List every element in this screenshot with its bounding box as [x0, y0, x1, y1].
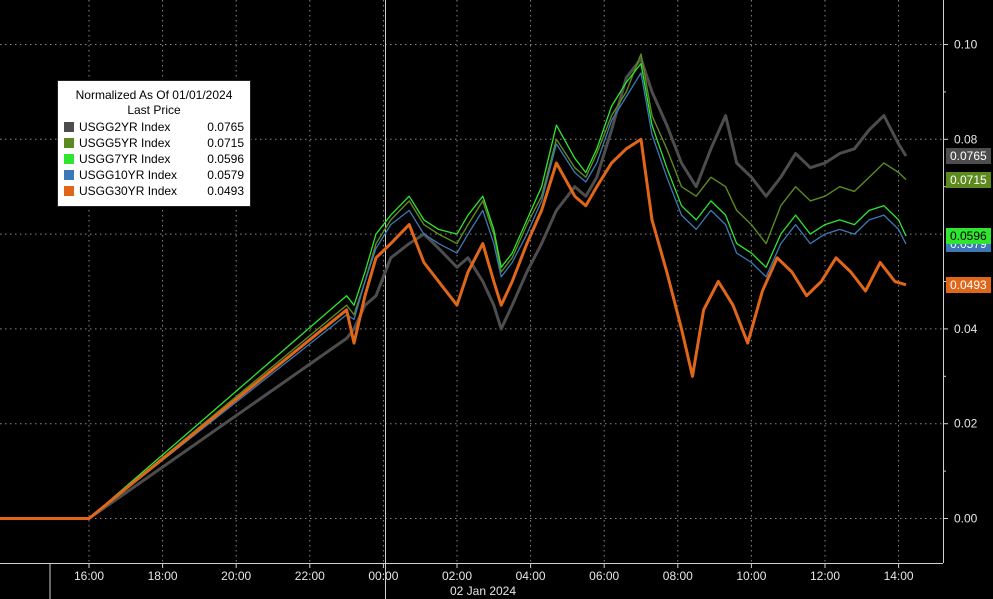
legend-last-value: 0.0765: [207, 120, 244, 134]
last-value-tag: 0.0493: [946, 276, 991, 293]
y-tick-label: 0.02: [954, 417, 978, 431]
legend-series-name: USGG2YR Index: [79, 120, 171, 134]
legend-item: USGG5YR Index 0.0715: [64, 135, 244, 151]
legend-item: USGG7YR Index 0.0596: [64, 151, 244, 167]
y-tick-label: 0.00: [954, 512, 978, 526]
legend-item: USGG30YR Index 0.0493: [64, 183, 244, 199]
legend-swatch: [64, 122, 74, 132]
x-tick-label: 02:00: [442, 569, 472, 583]
x-tick-label: 22:00: [295, 569, 325, 583]
legend-item: USGG2YR Index 0.0765: [64, 119, 244, 135]
legend-swatch: [64, 138, 74, 148]
legend-title: Normalized As Of 01/01/2024: [75, 88, 233, 102]
last-value-tag: 0.0596: [946, 227, 991, 244]
legend-swatch: [64, 186, 74, 196]
series-line-usgg5yr: [0, 53, 907, 520]
legend-subtitle: Last Price: [127, 103, 181, 117]
legend-series-name: USGG30YR Index: [79, 184, 178, 198]
legend-rows: USGG2YR Index 0.0765 USGG5YR Index 0.0715 US…: [64, 119, 244, 199]
y-tick-label: 0.08: [954, 132, 978, 146]
last-value-tag: 0.0765: [946, 147, 991, 164]
legend-box: Normalized As Of 01/01/2024 Last Price U…: [57, 80, 251, 207]
last-value-tag: 0.0715: [946, 171, 991, 188]
x-tick-labels: 16:00 18:00 20:00 22:00 00:00 02:00 04:00 06:00…: [74, 569, 914, 583]
axes: [0, 0, 948, 599]
legend-swatch: [64, 154, 74, 164]
legend-series-name: USGG5YR Index: [79, 136, 171, 150]
legend-last-value: 0.0596: [207, 152, 244, 166]
legend-last-value: 0.0579: [207, 168, 244, 182]
grid-lines: [0, 0, 943, 563]
x-axis-date-label: 02 Jan 2024: [450, 584, 516, 598]
legend-item: USGG10YR Index 0.0579: [64, 167, 244, 183]
series-line-usgg7yr: [0, 62, 907, 520]
y-tick-labels: 0.00 0.02 0.04 0.08 0.10: [954, 38, 978, 526]
legend-swatch: [64, 170, 74, 180]
legend-last-value: 0.0493: [207, 184, 244, 198]
legend-series-name: USGG7YR Index: [79, 152, 171, 166]
y-tick-label: 0.10: [954, 38, 978, 52]
x-tick-label: 16:00: [74, 569, 104, 583]
x-tick-label: 06:00: [589, 569, 619, 583]
legend-last-value: 0.0715: [207, 136, 244, 150]
x-tick-label: 20:00: [221, 569, 251, 583]
y-tick-label: 0.04: [954, 322, 978, 336]
x-tick-label: 12:00: [810, 569, 840, 583]
x-tick-label: 14:00: [884, 569, 914, 583]
series-line-usgg30yr: [0, 137, 907, 520]
series-line-usgg10yr: [0, 72, 907, 520]
legend-series-name: USGG10YR Index: [79, 168, 178, 182]
series-line-usgg2yr: [0, 57, 908, 520]
x-tick-label: 00:00: [368, 569, 398, 583]
x-tick-label: 08:00: [663, 569, 693, 583]
x-tick-label: 04:00: [516, 569, 546, 583]
x-tick-label: 10:00: [736, 569, 766, 583]
x-tick-label: 18:00: [148, 569, 178, 583]
series-lines: [0, 53, 908, 520]
